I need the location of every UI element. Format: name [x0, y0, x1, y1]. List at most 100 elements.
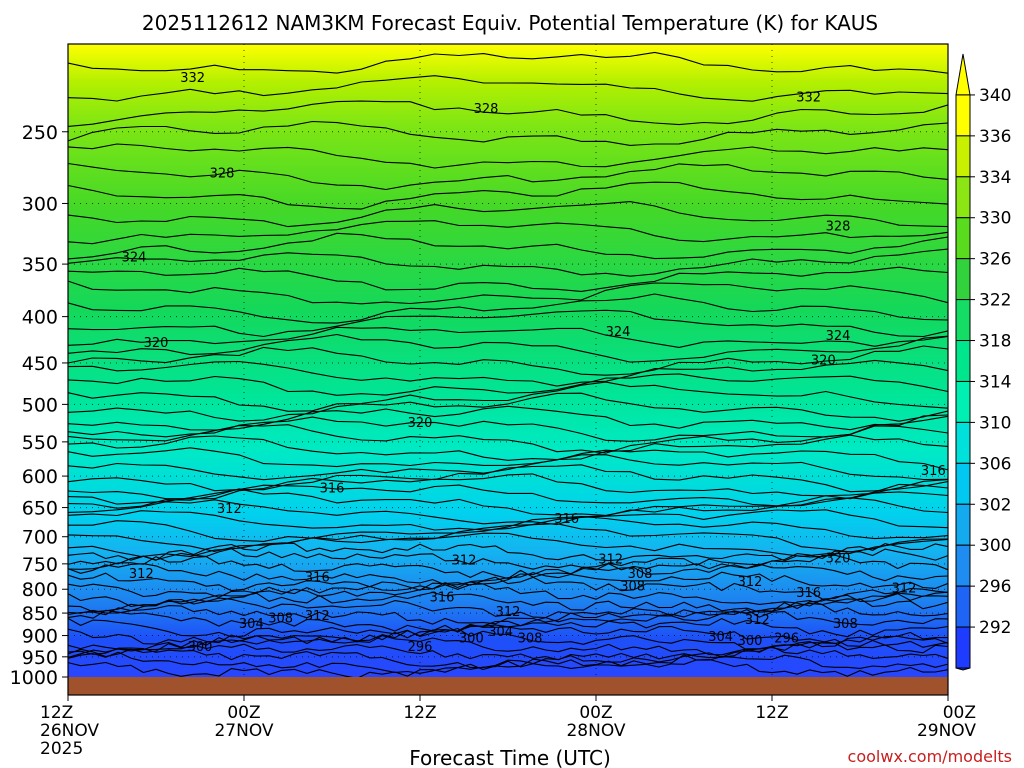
contour-label: 316 [430, 591, 455, 606]
colorbar-label: 296 [979, 577, 1011, 597]
contour-line [68, 464, 948, 493]
colorbar-label: 340 [979, 86, 1011, 106]
contour-line [68, 345, 948, 376]
contour-line [68, 232, 948, 260]
contour-line [68, 583, 948, 608]
plot-frame [67, 43, 949, 696]
contour-line [68, 220, 948, 245]
contour-lines [68, 51, 948, 677]
contour-label: 316 [921, 464, 946, 479]
colorbar-swatch [955, 217, 971, 260]
colorbar-swatch [955, 544, 971, 587]
contour-line [68, 359, 948, 387]
contour-line [68, 515, 948, 542]
y-tick-label: 300 [22, 193, 58, 215]
contour-line [68, 326, 948, 348]
contour-line [68, 488, 948, 516]
colorbar-label: 300 [979, 536, 1011, 556]
contour-label: 312 [452, 554, 477, 569]
colorbar-swatch [955, 626, 971, 669]
contour-line [68, 454, 948, 481]
contour-line [68, 641, 948, 661]
x-tick-label: 00Z [579, 703, 612, 723]
colorbar-swatch [955, 585, 971, 628]
y-tick-label: 650 [22, 498, 58, 520]
contour-label: 308 [833, 617, 858, 632]
colorbar-swatch [955, 299, 971, 342]
contour-line [68, 548, 948, 570]
colorbar-arrow-top [955, 53, 971, 96]
plot-area: 332 328 332 328 324 328 324 324 320 320 320 316 316 3… [68, 44, 948, 677]
contour-label: 312 [129, 567, 154, 582]
contour-line [68, 333, 948, 363]
colorbar-swatch [955, 503, 971, 546]
y-tick-label: 750 [22, 554, 58, 576]
colorbar-swatch [955, 135, 971, 178]
contour-label: 316 [554, 512, 579, 527]
colorbar-swatch [955, 176, 971, 219]
y-tick-label: 700 [22, 527, 58, 549]
y-tick-label: 950 [22, 647, 58, 669]
contour-line [68, 509, 948, 531]
colorbar-label: 302 [979, 495, 1011, 515]
contour-label: 304 [239, 617, 264, 632]
contour-line [68, 100, 948, 127]
y-tick-label: 350 [22, 254, 58, 276]
contour-line [68, 563, 948, 586]
y-tick-label: 550 [22, 432, 58, 454]
contour-line [68, 309, 948, 338]
contour-line [68, 424, 948, 454]
contour-label: 324 [122, 250, 147, 265]
contour-line [68, 635, 948, 658]
contour-line [68, 51, 948, 74]
contour-label: 324 [606, 325, 631, 340]
colorbar-swatch [955, 421, 971, 464]
contour-line [68, 120, 948, 146]
colorbar-label: 314 [979, 372, 1011, 392]
contour-line [68, 75, 948, 102]
contour-line [68, 293, 948, 324]
contour-label: 312 [892, 581, 917, 596]
x-axis-label: Forecast Time (UTC) [409, 746, 611, 768]
contour-line [68, 571, 948, 592]
contour-line [68, 415, 948, 442]
y-tick-label: 900 [22, 626, 58, 648]
contour-line [68, 143, 948, 169]
y-tick-label: 400 [22, 307, 58, 329]
contour-label: 312 [496, 605, 521, 620]
x-tick-label: 00Z [943, 703, 976, 723]
y-tick-label: 600 [22, 466, 58, 488]
contour-label: 316 [305, 570, 330, 585]
contour-line [68, 434, 948, 461]
contour-label: 312 [745, 613, 770, 628]
contour-label: 308 [620, 579, 645, 594]
y-tick-label: 450 [22, 353, 58, 375]
contour-label: 324 [826, 329, 851, 344]
contour-label: 320 [811, 353, 836, 368]
contour-line [68, 627, 948, 651]
x-tick-label: 27NOV [214, 721, 273, 741]
contour-line [68, 373, 948, 396]
x-tick-label: 00Z [227, 703, 260, 723]
contour-label: 312 [217, 502, 242, 517]
colorbar-label: 326 [979, 250, 1011, 270]
contour-label: 328 [826, 219, 851, 234]
contour-line [68, 617, 948, 638]
contour-line [68, 554, 948, 580]
colorbar-swatch [955, 462, 971, 505]
contour-line [68, 381, 948, 412]
contour-line [68, 646, 948, 669]
contour-line [68, 280, 948, 305]
x-tick-label: 2025 [40, 739, 83, 759]
y-tick-label: 500 [22, 394, 58, 416]
x-tick-label: 29NOV [917, 721, 976, 741]
contour-label: 328 [474, 102, 499, 117]
contour-label: 308 [518, 632, 543, 647]
contour-line [68, 523, 948, 553]
contour-line [68, 181, 948, 210]
colorbar-swatch [955, 380, 971, 423]
x-tick-label: 12Z [403, 703, 436, 723]
chart-title: 2025112612 NAM3KM Forecast Equiv. Potent… [142, 11, 878, 35]
contour-label: 312 [738, 575, 763, 590]
